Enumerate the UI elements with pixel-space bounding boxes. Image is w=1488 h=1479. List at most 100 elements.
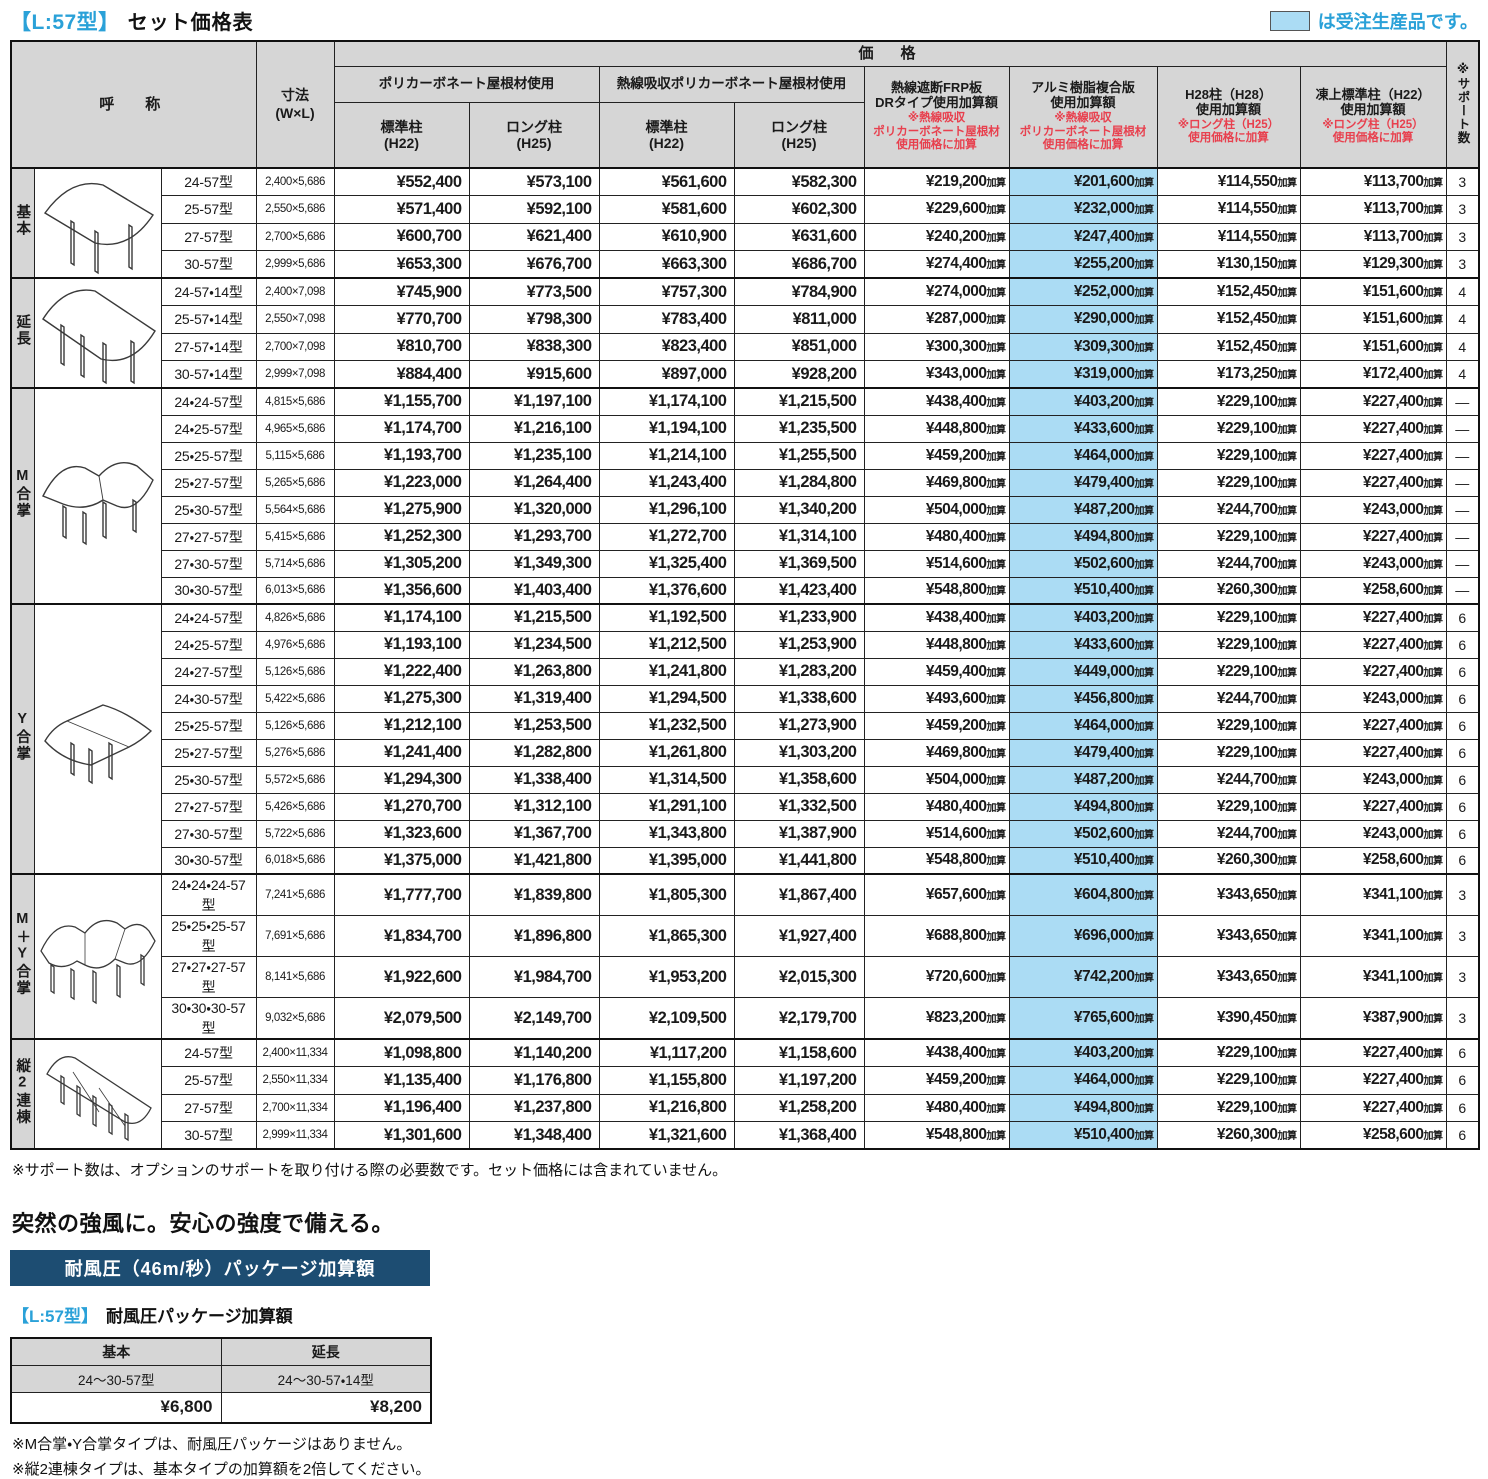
kasan-suffix: 加算: [986, 505, 1007, 517]
price-heat-standard: ¥663,300: [598, 250, 735, 279]
addition-h28-post: ¥229,100加算: [1156, 657, 1301, 686]
kasan-suffix: 加算: [1277, 178, 1298, 189]
kasan-suffix: 加算: [1423, 1014, 1444, 1025]
price-poly-standard: ¥1,098,800: [333, 1038, 470, 1067]
price-heat-standard: ¥1,117,200: [598, 1038, 735, 1067]
wind-table-price-row: ¥6,800 ¥8,200: [10, 1391, 432, 1424]
model-name: 25・30-57型: [160, 495, 257, 524]
kasan-suffix: 加算: [1134, 1014, 1155, 1025]
kasan-suffix: 加算: [1134, 478, 1155, 490]
price-heat-long: ¥1,253,900: [733, 630, 865, 659]
price-poly-standard: ¥1,174,100: [333, 603, 470, 632]
kasan-suffix: 加算: [1423, 232, 1444, 244]
price-heat-long: ¥1,284,800: [733, 468, 865, 497]
kasan-suffix: 加算: [986, 586, 1007, 598]
price-heat-standard: ¥1,376,600: [598, 576, 735, 605]
support-count: —: [1445, 495, 1480, 524]
dimensions: 5,722×5,686: [255, 819, 335, 848]
table-row: 27-57・14型 2,700×7,098 ¥810,700 ¥838,300 ¥823…: [11, 332, 1480, 361]
addition-aluminum-resin: ¥464,000加算: [1008, 441, 1158, 470]
kasan-suffix: 加算: [986, 829, 1007, 841]
addition-frp-dr: ¥514,600加算: [863, 819, 1010, 848]
table-row: 30・30-57型 6,013×5,686 ¥1,356,600 ¥1,403,400…: [11, 576, 1480, 605]
addition-aluminum-resin: ¥510,400加算: [1008, 846, 1158, 875]
wind-price-basic: ¥6,800: [10, 1391, 222, 1424]
table-row: 30・30・30-57型 9,032×5,686 ¥2,079,500 ¥2,149,…: [11, 997, 1480, 1040]
kasan-suffix: 加算: [1423, 640, 1444, 652]
model-name: 27・27-57型: [160, 522, 257, 551]
price-heat-standard: ¥1,325,400: [598, 549, 735, 578]
table-row: M＋Y合掌 24・24・24-57型 7,241×5,686 ¥1,777,700 ¥1…: [10, 873, 1480, 1040]
kasan-suffix: 加算: [1134, 1049, 1155, 1060]
price-heat-standard: ¥1,294,500: [598, 684, 735, 713]
table-row: 30-57型 2,999×5,686 ¥653,300 ¥676,700 ¥663,30…: [11, 250, 1480, 279]
addition-frp-dr: ¥688,800加算: [863, 915, 1010, 957]
kasan-suffix: 加算: [1277, 478, 1298, 490]
dimensions: 4,965×5,686: [255, 414, 335, 443]
addition-frost-post: ¥151,600加算: [1299, 277, 1447, 306]
kasan-suffix: 加算: [1423, 891, 1444, 902]
addition-aluminum-resin: ¥487,200加算: [1008, 495, 1158, 524]
kasan-suffix: 加算: [1423, 451, 1444, 463]
price-poly-long: ¥1,176,800: [468, 1066, 600, 1095]
price-poly-standard: ¥1,356,600: [333, 576, 470, 605]
support-count: 4: [1445, 277, 1480, 306]
price-poly-long: ¥1,349,300: [468, 549, 600, 578]
header-frp-dr-addition: 熱線遮断FRP板 DRタイプ使用加算額 ※熱線吸収 ポリカーボネート屋根材 使用…: [863, 65, 1010, 169]
table-row: 27・30-57型 5,722×5,686 ¥1,323,600 ¥1,367,700…: [11, 819, 1480, 848]
kasan-suffix: 加算: [1423, 478, 1444, 490]
price-heat-standard: ¥581,600: [598, 195, 735, 224]
price-heat-standard: ¥823,400: [598, 332, 735, 361]
model-name: 24・30-57型: [160, 684, 257, 713]
kasan-suffix: 加算: [1423, 932, 1444, 943]
addition-h28-post: ¥229,100加算: [1156, 603, 1301, 632]
price-poly-long: ¥592,100: [468, 195, 600, 224]
price-poly-standard: ¥1,834,700: [333, 915, 470, 957]
kasan-suffix: 加算: [1277, 613, 1298, 625]
price-poly-long: ¥1,215,500: [468, 603, 600, 632]
addition-frost-post: ¥341,100加算: [1299, 956, 1447, 998]
addition-h28-post: ¥244,700加算: [1156, 495, 1301, 524]
price-poly-long: ¥1,348,400: [468, 1121, 600, 1150]
addition-frp-dr: ¥548,800加算: [863, 576, 1010, 605]
kasan-suffix: 加算: [1134, 667, 1155, 679]
carport-illustration-y-gassho: [33, 603, 162, 875]
price-heat-long: ¥1,387,900: [733, 819, 865, 848]
model-name: 27-57型: [160, 1093, 257, 1122]
kasan-suffix: 加算: [986, 640, 1007, 652]
addition-frost-post: ¥227,400加算: [1299, 1093, 1447, 1122]
group-label-text: Y合掌: [14, 711, 31, 762]
support-count: 3: [1445, 222, 1480, 251]
addition-frost-post: ¥243,000加算: [1299, 819, 1447, 848]
kasan-suffix: 加算: [1423, 205, 1444, 217]
table-row: 24・25-57型 4,976×5,686 ¥1,193,100 ¥1,234,500…: [11, 630, 1480, 659]
wind-footnote-2: ※縦2連棟タイプは、基本タイプの加算額を2倍してください。: [12, 1461, 431, 1478]
support-count: 3: [1445, 956, 1480, 998]
kasan-suffix: 加算: [1423, 505, 1444, 517]
kasan-suffix: 加算: [1134, 829, 1155, 841]
support-footnote: ※サポート数は、オプションのサポートを取り付ける際の必要数です。セット価格には含…: [12, 1162, 728, 1179]
price-heat-standard: ¥1,865,300: [598, 915, 735, 957]
dimensions: 4,826×5,686: [255, 603, 335, 632]
kasan-suffix: 加算: [1423, 532, 1444, 544]
kasan-suffix: 加算: [1423, 1131, 1444, 1142]
model-name: 24・25-57型: [160, 414, 257, 443]
table-row: 25-57型 2,550×5,686 ¥571,400 ¥592,100 ¥581,60…: [11, 195, 1480, 224]
kasan-suffix: 加算: [1423, 802, 1444, 814]
table-row: 25・25・25-57型 7,691×5,686 ¥1,834,700 ¥1,896,…: [11, 915, 1480, 957]
addition-frost-post: ¥172,400加算: [1299, 360, 1447, 389]
price-poly-standard: ¥571,400: [333, 195, 470, 224]
price-poly-long: ¥621,400: [468, 222, 600, 251]
price-poly-long: ¥773,500: [468, 277, 600, 306]
aluminum-note-red: ※熱線吸収 ポリカーボネート屋根材 使用価格に加算: [1019, 112, 1147, 151]
price-poly-long: ¥1,293,700: [468, 522, 600, 551]
page-title: 【L:57型】 セット価格表: [10, 6, 254, 36]
support-count: —: [1445, 576, 1480, 605]
kasan-suffix: 加算: [986, 559, 1007, 571]
price-poly-standard: ¥600,700: [333, 222, 470, 251]
addition-aluminum-resin: ¥742,200加算: [1008, 956, 1158, 998]
price-poly-long: ¥915,600: [468, 360, 600, 389]
addition-frost-post: ¥227,400加算: [1299, 468, 1447, 497]
addition-frost-post: ¥258,600加算: [1299, 846, 1447, 875]
dimensions: 7,691×5,686: [255, 915, 335, 957]
